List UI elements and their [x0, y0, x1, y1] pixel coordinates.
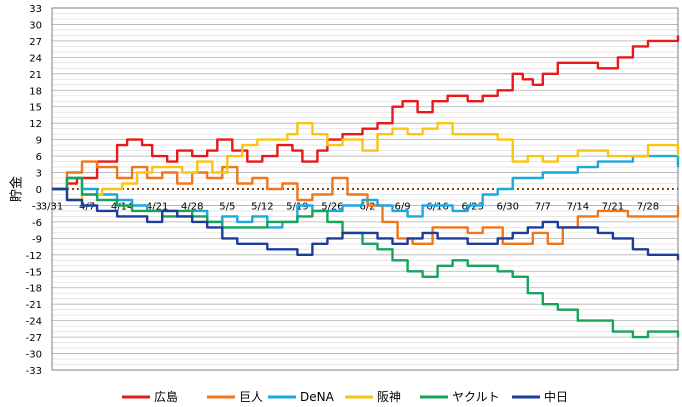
x-tick-label: 7/7 — [535, 201, 551, 212]
y-tick-label: 30 — [29, 20, 42, 31]
y-tick-label: -24 — [26, 317, 42, 328]
y-tick-label: -21 — [26, 300, 42, 311]
y-tick-label: 15 — [29, 103, 42, 114]
legend-label-4: ヤクルト — [452, 390, 500, 404]
y-tick-label: 21 — [29, 70, 42, 81]
y-tick-label: 12 — [29, 119, 42, 130]
y-tick-label: 18 — [29, 86, 42, 97]
series-lines — [52, 35, 680, 339]
x-tick-label: 4/28 — [181, 201, 203, 212]
x-tick-label: 7/28 — [637, 201, 659, 212]
y-tick-label: -6 — [32, 218, 42, 229]
x-tick-label: 6/2 — [359, 201, 375, 212]
y-tick-label: -3 — [32, 201, 42, 212]
x-tick-label: 3/31 — [41, 201, 63, 212]
legend-label-2: DeNA — [300, 390, 335, 404]
x-tick-label: 6/30 — [496, 201, 518, 212]
y-tick-label: -30 — [26, 350, 42, 361]
x-tick-label: 5/26 — [321, 201, 343, 212]
y-tick-label: 27 — [29, 37, 42, 48]
series-line-1 — [52, 160, 680, 246]
legend-label-3: 阪神 — [377, 390, 401, 404]
x-tick-label: 5/12 — [251, 201, 273, 212]
series-line-0 — [52, 35, 680, 191]
y-axis-label: 貯金 — [9, 176, 25, 202]
y-tick-label: 24 — [29, 53, 42, 64]
series-line-3 — [52, 121, 680, 202]
legend-label-1: 巨人 — [239, 390, 263, 404]
y-tick-label: -33 — [26, 366, 42, 377]
x-tick-label: 7/14 — [567, 201, 589, 212]
y-tick-label: -12 — [26, 251, 42, 262]
legend-label-0: 広島 — [154, 389, 178, 404]
legend-label-5: 中日 — [544, 389, 568, 404]
x-tick-label: 4/7 — [79, 201, 95, 212]
x-tick-label: 4/21 — [146, 201, 168, 212]
y-tick-label: 0 — [36, 185, 42, 196]
y-tick-label: 6 — [36, 152, 42, 163]
y-tick-label: 3 — [36, 169, 42, 180]
x-tick-labels: 3/31 4/7 4/14 4/21 4/28 5/5 5/12 5/19 5/26 6/2 6/9… — [41, 201, 659, 212]
y-tick-label: -15 — [26, 267, 42, 278]
legend: 広島 巨人 DeNA 阪神 ヤクルト 中日 — [122, 389, 568, 404]
x-tick-label: 6/9 — [395, 201, 411, 212]
x-tick-label: 4/14 — [111, 201, 133, 212]
y-tick-label: -27 — [26, 333, 42, 344]
x-tick-label: 7/21 — [602, 201, 624, 212]
x-tick-label: 6/16 — [426, 201, 448, 212]
x-tick-label: 5/5 — [219, 201, 235, 212]
y-tick-label: 9 — [36, 136, 42, 147]
y-tick-labels: 33302724211815129630-3-6-9-12-15-18-21-2… — [26, 4, 42, 377]
y-tick-label: -18 — [26, 284, 42, 295]
y-tick-label: 33 — [29, 4, 42, 15]
y-tick-label: -9 — [32, 234, 42, 245]
series-line-5 — [52, 187, 680, 261]
x-tick-label: 6/23 — [461, 201, 483, 212]
